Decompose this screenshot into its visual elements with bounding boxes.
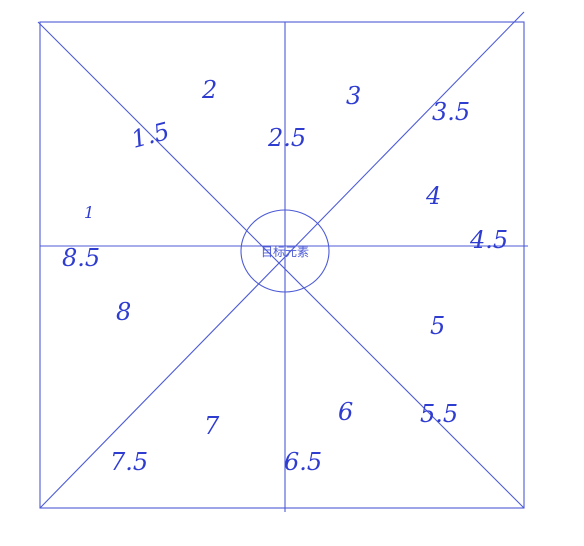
annotation-4: 4 bbox=[425, 182, 441, 210]
diagonal-tl-br bbox=[37, 21, 525, 509]
annotation-2-5: 2.5 bbox=[267, 124, 306, 152]
annotation-7: 7 bbox=[204, 412, 220, 440]
annotation-3: 3 bbox=[346, 82, 361, 110]
annotation-5: 5 bbox=[430, 312, 445, 340]
annotation-3-5: 3.5 bbox=[432, 98, 470, 126]
annotation-2: 2 bbox=[201, 76, 217, 104]
annotation-6-5: 6.5 bbox=[284, 448, 322, 476]
diagonal-tr-bl bbox=[39, 11, 525, 509]
target-element-circle bbox=[240, 209, 330, 293]
annotation-6: 6 bbox=[338, 398, 353, 426]
annotation-1: 1 bbox=[84, 203, 94, 222]
annotation-1-5: 1.5 bbox=[128, 117, 172, 154]
outer-frame bbox=[39, 21, 525, 509]
annotation-8-5: 8.5 bbox=[62, 244, 100, 272]
annotation-8: 8 bbox=[116, 298, 131, 326]
target-element-label: 目标元素 bbox=[261, 245, 309, 259]
annotation-4-5: 4.5 bbox=[469, 226, 508, 254]
annotation-5-5: 5.5 bbox=[420, 400, 458, 428]
annotation-7-5: 7.5 bbox=[110, 448, 148, 476]
